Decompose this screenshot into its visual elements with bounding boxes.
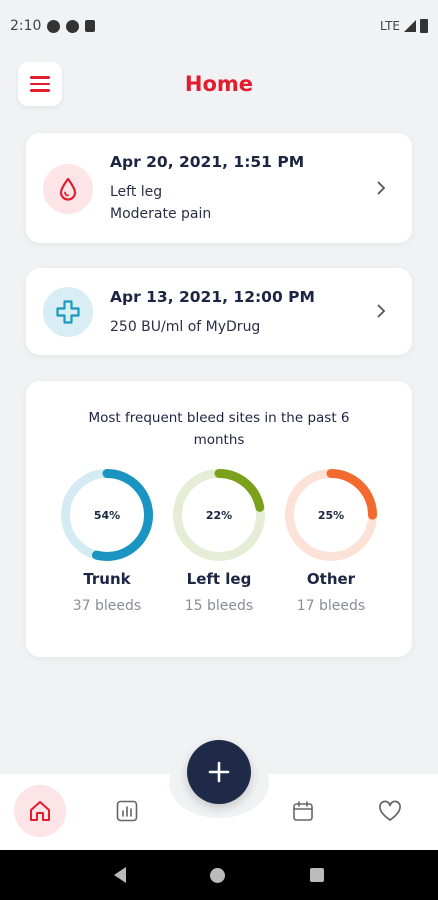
bleed-event-card[interactable]: Apr 20, 2021, 1:51 PM Left leg Moderate … [26,133,412,243]
menu-icon-bar [30,89,50,92]
event-dose: 250 BU/ml of MyDrug [110,319,261,335]
bar-chart-icon [116,800,138,822]
notification-icon [47,19,61,33]
signal-icon [404,20,416,32]
calendar-icon [293,801,313,821]
nav-calendar[interactable] [277,785,329,837]
system-navigation-bar [0,850,438,900]
app-header: Home [0,62,438,112]
chevron-right-icon [377,304,386,318]
bleed-sites-title: Most frequent bleed sites in the past 6 … [88,410,350,448]
event-date: Apr 20, 2021, 1:51 PM [110,153,305,171]
status-right: LTE [380,19,428,33]
site-count: 37 bleeds [72,598,142,614]
nav-statistics[interactable] [101,785,153,837]
battery-icon [420,19,428,33]
nav-home[interactable] [14,785,66,837]
site-left-leg[interactable]: 22% Left leg 15 bleeds [164,469,274,614]
menu-icon-bar [30,82,50,86]
progress-ring: 54% [61,469,153,561]
event-date: Apr 13, 2021, 12:00 PM [110,288,315,306]
site-label: Left leg [186,570,252,588]
progress-ring: 22% [173,469,265,561]
status-time: 2:10 [10,18,42,34]
recents-icon[interactable] [309,868,324,882]
status-left: 2:10 [10,18,96,34]
ring-percent: 25% [317,508,345,522]
ring-percent: 22% [205,508,233,522]
ring-progress-arc [285,469,377,561]
site-other[interactable]: 25% Other 17 bleeds [276,469,386,614]
site-trunk[interactable]: 54% Trunk 37 bleeds [52,469,162,614]
status-bar: 2:10 LTE [0,0,438,52]
ring-chart [61,469,153,561]
ring-chart [285,469,377,561]
page-title: Home [184,72,254,96]
network-type: LTE [380,19,400,33]
plus-icon [208,761,230,783]
ring-progress-arc [61,469,153,561]
event-location: Left leg [110,184,163,200]
bleed-sites-card: Most frequent bleed sites in the past 6 … [26,381,412,657]
event-pain-level: Moderate pain [110,206,212,222]
back-icon[interactable] [114,867,127,883]
progress-ring: 25% [285,469,377,561]
chevron-right-icon [377,181,386,195]
treatment-event-card[interactable]: Apr 13, 2021, 12:00 PM 250 BU/ml of MyDr… [26,268,412,355]
menu-icon-bar [30,76,50,79]
site-count: 15 bleeds [184,598,254,614]
notification-icon-2 [66,19,80,33]
site-label: Other [306,570,356,588]
site-label: Trunk [83,570,131,588]
ring-progress-arc [173,469,265,561]
home-circle-icon[interactable] [210,867,226,883]
ring-percent: 54% [93,508,121,522]
ring-chart [173,469,265,561]
heart-icon [379,800,401,821]
home-icon [30,801,50,821]
medical-cross-icon [43,287,93,337]
sd-card-icon [85,20,96,32]
site-count: 17 bleeds [296,598,366,614]
blood-drop-icon [43,164,93,214]
add-button[interactable] [187,740,251,804]
nav-favorites[interactable] [364,785,416,837]
menu-button[interactable] [18,62,62,106]
